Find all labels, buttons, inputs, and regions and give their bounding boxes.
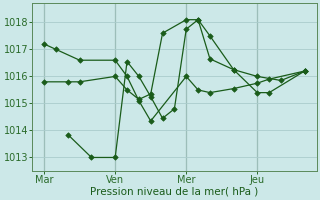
- X-axis label: Pression niveau de la mer( hPa ): Pression niveau de la mer( hPa ): [90, 187, 259, 197]
